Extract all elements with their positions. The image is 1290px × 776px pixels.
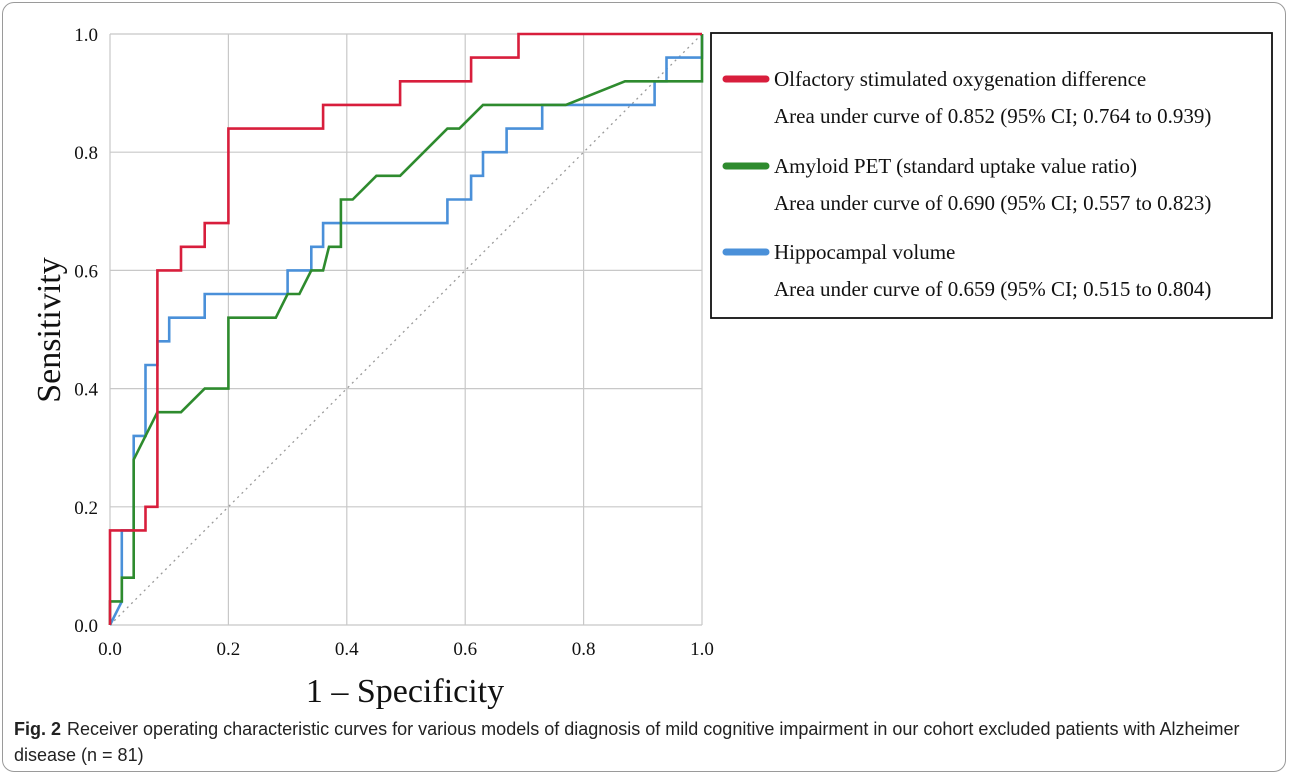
legend-detail-hippocampal: Area under curve of 0.659 (95% CI; 0.515… <box>774 277 1211 301</box>
grid <box>109 33 703 626</box>
y-tick-label: 0.8 <box>74 143 98 164</box>
x-tick-label: 1.0 <box>690 639 714 660</box>
figure-caption-text: Receiver operating characteristic curves… <box>14 719 1240 765</box>
y-tick-label: 0.0 <box>74 616 98 637</box>
tick-labels: 0.0 0.2 0.4 0.6 0.8 1.0 0.0 0.2 0.4 0.6 0.8 1.0 <box>74 25 714 660</box>
y-tick-label: 0.4 <box>74 380 98 401</box>
legend-detail-amyloid: Area under curve of 0.690 (95% CI; 0.557… <box>774 191 1211 215</box>
y-axis-title: Sensitivity <box>31 257 68 402</box>
x-axis-title: 1 – Specificity <box>306 673 504 710</box>
x-tick-label: 0.6 <box>453 639 477 660</box>
x-tick-label: 0.8 <box>572 639 596 660</box>
legend: Olfactory stimulated oxygenation differe… <box>710 32 1273 319</box>
reference-diagonal <box>109 33 703 626</box>
legend-name-hippocampal: Hippocampal volume <box>774 240 955 264</box>
x-tick-label: 0.0 <box>98 639 122 660</box>
y-tick-label: 1.0 <box>74 25 98 46</box>
legend-name-amyloid: Amyloid PET (standard uptake value ratio… <box>774 154 1137 178</box>
legend-name-olfactory: Olfactory stimulated oxygenation differe… <box>774 67 1146 91</box>
x-tick-label: 0.2 <box>217 639 241 660</box>
roc-curve-amyloid <box>108 34 704 625</box>
roc-curve-hippocampal <box>108 34 704 626</box>
roc-curve-olfactory <box>108 32 702 625</box>
figure-label: Fig. 2 <box>14 719 62 739</box>
roc-curves <box>108 32 704 626</box>
x-tick-label: 0.4 <box>335 639 359 660</box>
y-tick-label: 0.2 <box>74 498 98 519</box>
y-tick-label: 0.6 <box>74 261 98 282</box>
figure-caption: Fig. 2 Receiver operating characteristic … <box>14 716 1276 768</box>
legend-detail-olfactory: Area under curve of 0.852 (95% CI; 0.764… <box>774 104 1211 128</box>
legend-box <box>710 32 1273 319</box>
